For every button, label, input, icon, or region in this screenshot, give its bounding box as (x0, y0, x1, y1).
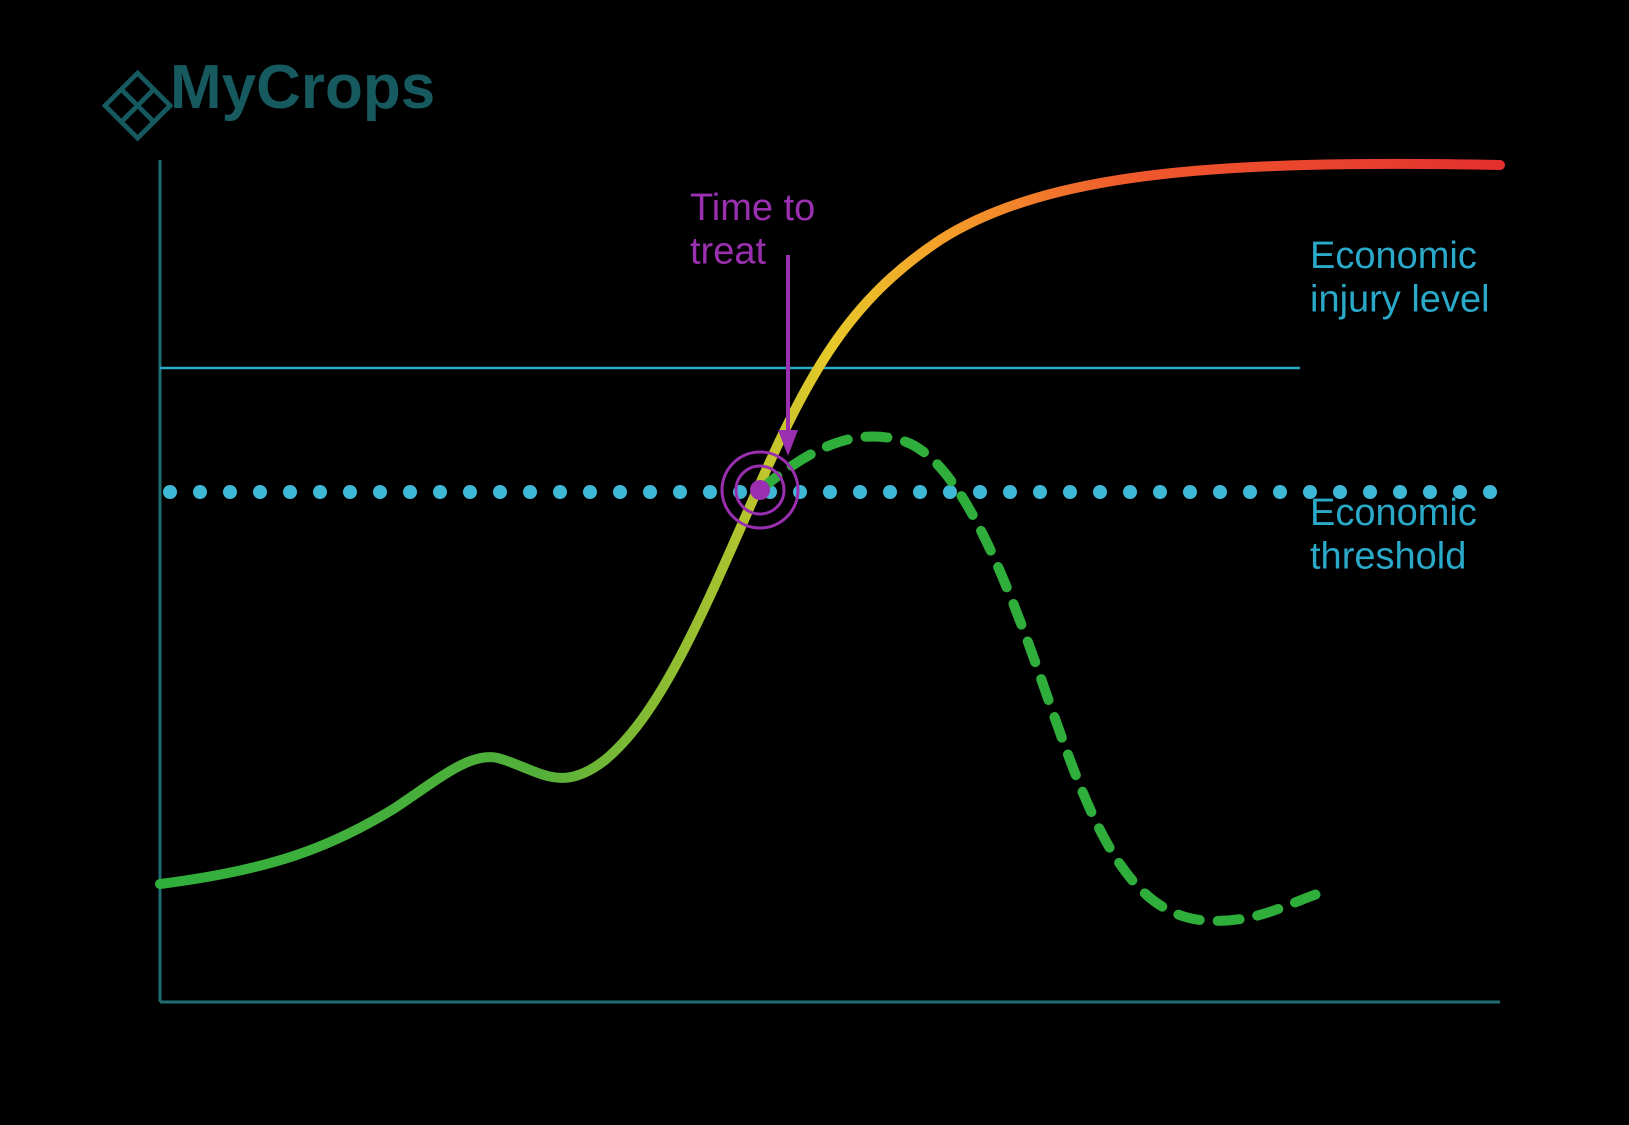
injury-level-label: Economicinjury level (1310, 235, 1490, 321)
threshold-label: Economicthreshold (1310, 492, 1477, 578)
logo-text: MyCrops (170, 53, 435, 122)
chart-stage: MyCropsTime totreatEconomicinjury levelE… (0, 0, 1629, 1125)
chart-svg: MyCropsTime totreatEconomicinjury levelE… (0, 0, 1629, 1125)
